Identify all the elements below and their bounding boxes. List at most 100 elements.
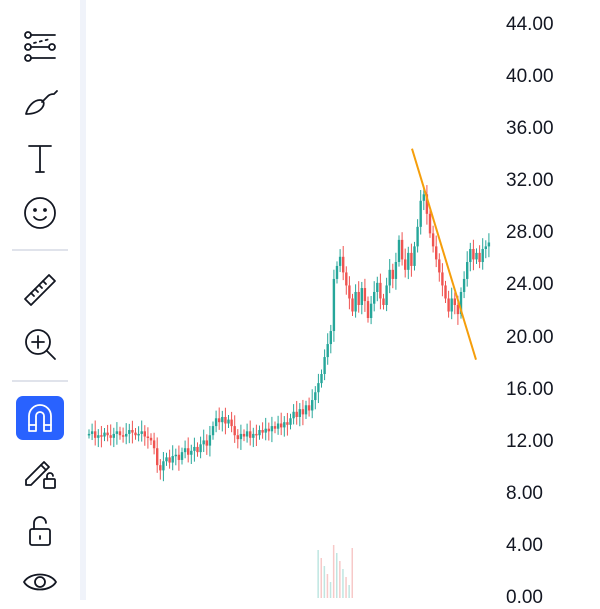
chart-canvas[interactable] xyxy=(86,0,600,600)
magnet-mode-button[interactable] xyxy=(16,396,64,440)
candle xyxy=(400,239,404,260)
candle xyxy=(156,448,159,466)
candle xyxy=(94,431,97,438)
candle xyxy=(183,448,187,453)
candle xyxy=(100,435,103,437)
volume-bar xyxy=(336,553,338,598)
candle xyxy=(159,465,162,471)
candle xyxy=(146,436,150,439)
emoji-tool-button[interactable] xyxy=(16,191,64,235)
candle xyxy=(342,256,345,273)
candle xyxy=(366,301,370,319)
volume-bar xyxy=(351,548,353,598)
candle xyxy=(165,457,168,462)
price-tick-label: 24.00 xyxy=(506,274,554,296)
candle xyxy=(214,418,218,427)
candle xyxy=(438,259,441,273)
candle xyxy=(196,446,199,453)
price-tick-label: 4.00 xyxy=(506,534,543,556)
candle xyxy=(103,432,106,437)
candle xyxy=(180,452,184,460)
lock-open-icon xyxy=(29,516,51,546)
price-chart[interactable] xyxy=(86,0,600,600)
price-tick-label: 28.00 xyxy=(506,222,554,244)
candle xyxy=(295,411,298,417)
candle xyxy=(332,278,336,332)
drawing-toolbar xyxy=(0,0,80,600)
candle xyxy=(267,428,270,432)
volume-bar xyxy=(342,569,344,598)
candle xyxy=(286,422,289,425)
candle xyxy=(466,262,469,279)
candle xyxy=(171,456,174,463)
candle xyxy=(249,431,252,438)
candle xyxy=(326,344,329,358)
candle xyxy=(413,246,416,266)
path-tool-button[interactable] xyxy=(16,0,64,22)
smiley-icon xyxy=(24,197,56,229)
candle xyxy=(462,278,466,292)
candle xyxy=(276,423,280,429)
candle xyxy=(190,450,193,455)
candle xyxy=(388,269,391,286)
path-icon xyxy=(20,0,60,20)
volume-bar xyxy=(326,574,329,598)
volume-bar xyxy=(317,550,319,598)
text-icon xyxy=(28,145,52,173)
candle xyxy=(404,259,407,270)
candle xyxy=(320,374,323,384)
candle xyxy=(202,440,205,445)
candle xyxy=(317,383,320,393)
candle xyxy=(118,431,122,436)
candle xyxy=(335,265,339,279)
candle xyxy=(218,418,221,423)
candle xyxy=(205,440,208,446)
candle xyxy=(193,446,196,451)
candle xyxy=(484,246,487,249)
price-tick-label: 40.00 xyxy=(506,66,554,88)
candle xyxy=(363,288,367,302)
candle xyxy=(221,416,224,423)
candle xyxy=(298,409,301,417)
candle xyxy=(230,419,233,427)
candle xyxy=(311,400,314,411)
candle xyxy=(143,431,146,437)
candle xyxy=(227,419,230,424)
toolbar-scrollbar[interactable] xyxy=(80,0,86,600)
candle xyxy=(314,392,317,401)
candle xyxy=(90,431,94,434)
candle xyxy=(211,426,215,436)
volume-bar xyxy=(329,582,332,598)
candle xyxy=(255,433,258,436)
candle xyxy=(481,248,484,263)
candle xyxy=(422,194,425,201)
price-tick-label: 12.00 xyxy=(506,430,554,452)
candle xyxy=(323,357,326,375)
candle xyxy=(289,418,292,425)
measure-tool-button[interactable] xyxy=(16,268,64,312)
candle xyxy=(258,430,261,436)
text-tool-button[interactable] xyxy=(16,136,64,180)
volume-bar xyxy=(332,545,335,598)
candle xyxy=(478,252,481,263)
candle xyxy=(149,437,153,441)
candle xyxy=(121,435,125,437)
candle xyxy=(428,213,432,234)
candle xyxy=(224,416,227,424)
price-tick-label: 32.00 xyxy=(506,170,554,192)
parallel-channel-tool-button[interactable] xyxy=(16,25,64,69)
stay-in-drawing-mode-button[interactable] xyxy=(16,450,64,494)
brush-tool-button[interactable] xyxy=(16,80,64,124)
trend-line[interactable] xyxy=(411,148,477,360)
price-tick-label: 44.00 xyxy=(506,14,554,35)
candle xyxy=(270,426,274,432)
candle xyxy=(199,444,202,453)
candle xyxy=(351,298,354,312)
lock-drawings-button[interactable] xyxy=(16,508,64,552)
candle xyxy=(252,433,255,438)
hide-drawings-button[interactable] xyxy=(16,560,64,604)
candle xyxy=(373,291,376,304)
price-tick-label: 0.00 xyxy=(506,587,543,608)
candle xyxy=(208,435,212,446)
zoom-in-tool-button[interactable] xyxy=(16,322,64,366)
